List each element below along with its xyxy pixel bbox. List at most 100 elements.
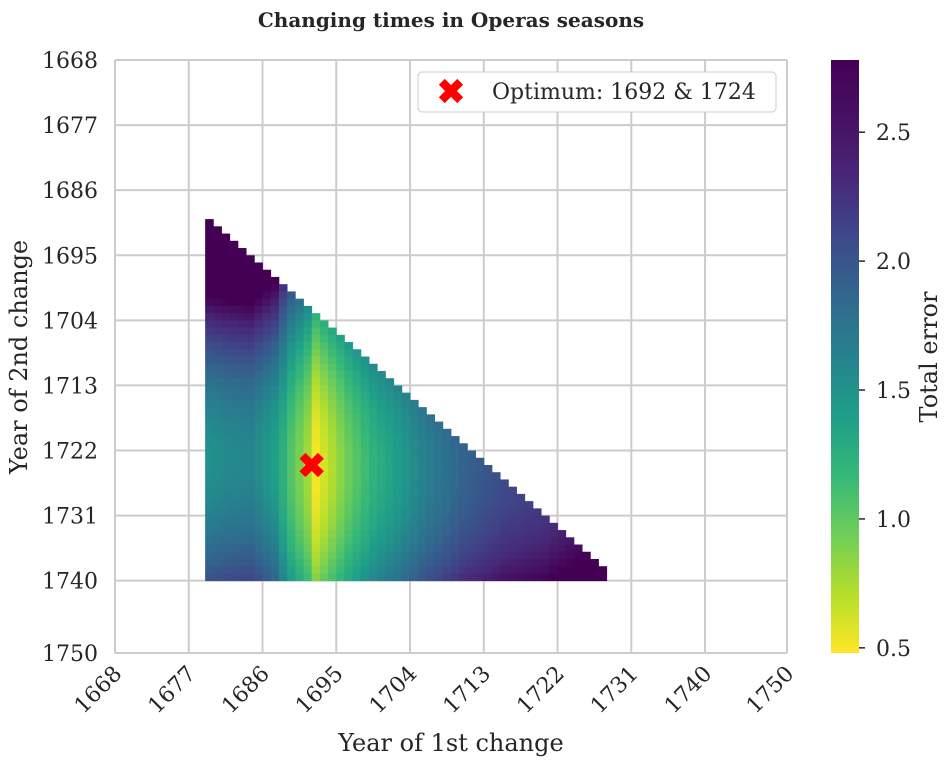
heatmap-cell (237, 284, 247, 292)
heatmap-cell (360, 544, 370, 553)
heatmap-cell (508, 493, 517, 502)
heatmap-cell (270, 305, 280, 314)
heatmap-cell (246, 537, 255, 545)
heatmap-cell (483, 544, 493, 553)
heatmap-cell (303, 399, 313, 408)
optimum-layer (299, 452, 324, 478)
heatmap-cell (221, 443, 231, 451)
heatmap-cell (418, 551, 427, 560)
heatmap-cell (213, 407, 222, 415)
heatmap-cell (369, 573, 378, 582)
heatmap-cell (303, 537, 313, 545)
heatmap-cell (344, 385, 354, 394)
heatmap-cell (229, 284, 239, 292)
heatmap-cell (229, 558, 239, 567)
heatmap-cell (393, 443, 403, 451)
heatmap-cell (270, 313, 280, 321)
heatmap-cell (385, 537, 395, 545)
heatmap-cell (254, 457, 263, 466)
heatmap-cell (328, 349, 337, 357)
heatmap-cell (451, 522, 460, 531)
heatmap-cell (237, 370, 247, 379)
heatmap-cell (287, 342, 296, 350)
heatmap-cell (311, 342, 321, 350)
heatmap-cell (393, 428, 403, 437)
heatmap-cell (246, 342, 255, 350)
heatmap-cell (221, 327, 231, 336)
heatmap-cell (516, 515, 526, 524)
heatmap-cell (516, 551, 526, 560)
heatmap-cell (532, 566, 542, 574)
heatmap-cell (410, 566, 419, 574)
heatmap-cell (377, 551, 386, 560)
heatmap-cell (360, 558, 370, 567)
heatmap-cell (401, 551, 411, 560)
heatmap-cell (311, 399, 321, 408)
heatmap-cell (451, 537, 460, 545)
heatmap-cell (278, 385, 288, 394)
heatmap-cell (205, 298, 214, 307)
heatmap-cell (410, 558, 419, 567)
heatmap-cell (295, 501, 304, 509)
heatmap-cell (328, 443, 337, 451)
heatmap-cell (287, 298, 296, 307)
heatmap-cell (369, 551, 378, 560)
heatmap-cell (205, 269, 214, 278)
heatmap-cell (549, 573, 558, 582)
heatmap-cell (303, 493, 313, 502)
heatmap-cell (385, 493, 395, 502)
heatmap-cell (319, 515, 329, 524)
heatmap-cell (475, 457, 485, 466)
heatmap-cell (278, 334, 288, 343)
heatmap-cell (303, 544, 313, 553)
heatmap-cell (270, 421, 280, 430)
heatmap-cell (418, 428, 427, 437)
heatmap-cell (328, 370, 337, 379)
heatmap-cell (237, 573, 247, 582)
heatmap-cell (565, 573, 575, 582)
heatmap-cell (483, 537, 493, 545)
heatmap-cell (369, 537, 378, 545)
heatmap-cell (221, 356, 231, 365)
heatmap-cell (491, 486, 501, 495)
heatmap-cell (508, 558, 517, 567)
heatmap-cell (270, 530, 280, 538)
heatmap-cell (328, 392, 337, 401)
heatmap-cell (385, 530, 395, 538)
heatmap-cell (278, 378, 288, 386)
heatmap-cell (295, 313, 304, 321)
heatmap-cell (246, 262, 255, 271)
heatmap-cell (401, 392, 411, 401)
heatmap-cell (262, 291, 272, 300)
heatmap-cell (213, 291, 222, 300)
heatmap-cell (352, 414, 362, 422)
heatmap-cell (582, 558, 591, 567)
heatmap-cell (221, 240, 231, 249)
heatmap-cell (336, 342, 345, 350)
heatmap-cell (451, 508, 460, 516)
heatmap-cell (237, 255, 247, 263)
heatmap-cell (401, 573, 411, 582)
heatmap-cell (213, 305, 222, 314)
heatmap-cell (344, 392, 354, 401)
heatmap-cell (336, 551, 345, 560)
heatmap-cell (319, 349, 329, 357)
heatmap-cell (262, 399, 272, 408)
heatmap-cell (221, 486, 231, 495)
heatmap-cell (278, 551, 288, 560)
heatmap-cell (270, 544, 280, 553)
heatmap-cell (426, 486, 436, 495)
y-tick-label: 1668 (42, 49, 98, 74)
heatmap-cell (213, 414, 222, 422)
heatmap-cell (229, 530, 239, 538)
heatmap-cell (278, 544, 288, 553)
heatmap-cell (205, 320, 214, 328)
heatmap-cell (328, 363, 337, 372)
heatmap-cell (237, 472, 247, 480)
heatmap-cell (213, 522, 222, 531)
heatmap-cell (229, 291, 239, 300)
heatmap-cell (221, 363, 231, 372)
heatmap-cell (524, 558, 534, 567)
heatmap-cell (328, 566, 337, 574)
